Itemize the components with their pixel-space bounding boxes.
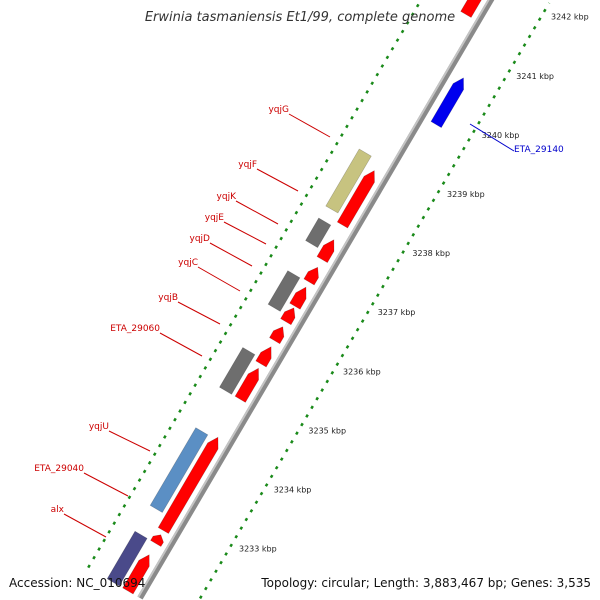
gene-label: yqjD (190, 234, 211, 244)
feature-track (106, 0, 482, 595)
kbp-scale: 3233 kbp 3234 kbp 3235 kbp 3236 kbp 3237 kbp… (239, 13, 589, 554)
gene-label: yqjK (217, 192, 238, 202)
label-leader-line (209, 242, 253, 267)
label-leader-line (197, 266, 241, 292)
feature-top-forward (460, 0, 482, 18)
feature-alx-forward (122, 554, 150, 595)
feature-yqjb-forward-a (255, 346, 272, 368)
feature-yqjc-forward (280, 307, 296, 326)
feature-yqje-forward (303, 266, 319, 286)
gene-label: yqjF (238, 160, 257, 170)
label-leader-line (256, 168, 299, 192)
label-leader-line (469, 123, 515, 152)
kbp-tick-label: 3233 kbp (239, 545, 277, 554)
feature-yqju-shaded (149, 427, 209, 513)
gene-label: yqjC (178, 258, 198, 268)
gene-label: yqjB (158, 293, 178, 303)
feature-eta29060-forward (234, 367, 259, 403)
feature-yqjg-forward (336, 170, 375, 229)
feature-eta29140-reverse (430, 77, 464, 129)
feature-yqjd-forward (289, 286, 307, 310)
gene-label: yqjG (268, 105, 289, 115)
label-leader-line (83, 472, 129, 497)
feature-yqjb-forward-b (269, 326, 285, 345)
kbp-tick-label: 3238 kbp (412, 249, 450, 258)
gene-label: ETA_29040 (34, 464, 84, 474)
feature-alx-shaded (106, 530, 148, 587)
gene-label: ETA_29140 (514, 145, 564, 155)
accession-text: Accession: NC_010694 (9, 576, 146, 590)
feature-yqjg-shaded (325, 148, 372, 214)
kbp-tick-label: 3236 kbp (343, 367, 381, 376)
label-leader-line (288, 113, 331, 138)
label-leader-line (108, 430, 151, 452)
dot-track-inner (87, 0, 423, 569)
kbp-tick-label: 3234 kbp (274, 486, 312, 495)
feature-eta29040-forward-a (150, 534, 164, 547)
gene-labels: alx ETA_29040 yqjU ETA_29060 yqjB yqjC yqjD yqj… (34, 105, 564, 538)
label-leader-line (223, 221, 267, 245)
feature-eta29060-shaded (219, 347, 256, 395)
dot-track-outer (197, 2, 551, 600)
label-leader-line (235, 200, 279, 225)
kbp-tick-label: 3242 kbp (551, 13, 589, 22)
dot-tracks (87, 0, 551, 600)
kbp-tick-label: 3240 kbp (482, 131, 520, 140)
feature-yqjcd-shaded (267, 270, 301, 312)
kbp-tick-label: 3241 kbp (516, 72, 554, 81)
kbp-tick-label: 3235 kbp (308, 427, 346, 436)
kbp-tick-label: 3239 kbp (447, 190, 485, 199)
gene-label: yqjU (89, 422, 109, 432)
feature-yqjf-shaded (305, 217, 332, 249)
backbone-line (137, 0, 507, 600)
gene-label: ETA_29060 (110, 324, 160, 334)
feature-eta29040-forward-b (157, 436, 219, 534)
label-leader-line (159, 332, 203, 357)
topology-text: Topology: circular; Length: 3,883,467 bp… (261, 576, 591, 590)
backbone (137, 0, 507, 600)
kbp-tick-label: 3237 kbp (378, 308, 416, 317)
label-leader-line (63, 513, 107, 538)
gene-label: alx (51, 505, 65, 515)
feature-yqjk-forward (316, 239, 335, 264)
label-leader-line (177, 301, 221, 325)
map-title: Erwinia tasmaniensis Et1/99, complete ge… (144, 10, 456, 25)
gene-label: yqjE (205, 213, 225, 223)
